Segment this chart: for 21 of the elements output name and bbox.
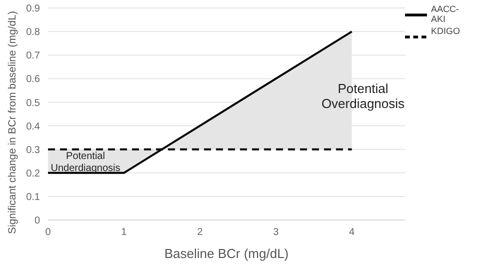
- y-tick-label: 0.6: [26, 74, 40, 86]
- legend-label: AACC-AKI: [431, 4, 460, 24]
- x-axis-title: Baseline BCr (mg/dL): [164, 246, 289, 261]
- y-tick-label: 0.9: [26, 4, 40, 15]
- y-tick-label: 0.7: [26, 50, 40, 62]
- x-tick-label: 0: [45, 227, 52, 238]
- y-tick-label: 0.5: [26, 98, 40, 109]
- annotation: Potential Underdiagnosis: [50, 151, 122, 174]
- y-tick-label: 0.2: [26, 168, 40, 180]
- y-axis-title: Significant change in BCr from baseline (mg/dL): [6, 11, 19, 234]
- x-tick-label: 4: [349, 227, 356, 238]
- annotation: Potential Overdiagnosis: [320, 81, 406, 112]
- y-tick-label: 0.8: [26, 27, 40, 38]
- x-tick-label: 1: [121, 227, 128, 238]
- y-tick-label: 0.1: [26, 192, 40, 203]
- y-tick-label: 0.3: [26, 144, 40, 156]
- y-tick-label: 0.4: [26, 121, 40, 132]
- legend-label: KDIGO: [431, 26, 462, 36]
- x-tick-label: 2: [197, 227, 204, 238]
- y-tick-label: 0: [34, 216, 40, 227]
- x-tick-label: 3: [273, 227, 280, 238]
